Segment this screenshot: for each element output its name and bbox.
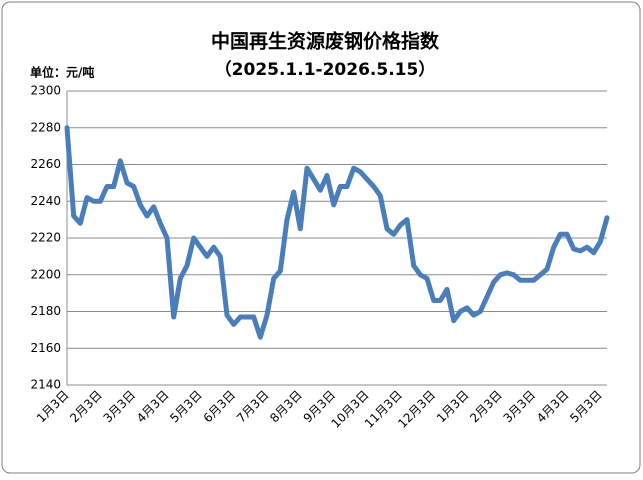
y-tick-label: 2240 — [30, 194, 61, 208]
unit-label: 单位：元/吨 — [30, 65, 94, 80]
y-tick-label: 2220 — [30, 231, 61, 245]
y-tick-label: 2280 — [30, 120, 61, 134]
y-tick-label: 2180 — [30, 304, 61, 318]
y-tick-label: 2300 — [30, 84, 61, 98]
chart-subtitle: （2025.1.1-2026.5.15） — [215, 59, 436, 80]
data-line — [64, 125, 610, 340]
y-tick-label: 2160 — [30, 341, 61, 355]
y-tick-label: 2200 — [30, 267, 61, 281]
chart-title: 中国再生资源废钢价格指数 — [211, 30, 440, 53]
y-tick-label: 2140 — [30, 378, 61, 392]
y-tick-label: 2260 — [30, 157, 61, 171]
